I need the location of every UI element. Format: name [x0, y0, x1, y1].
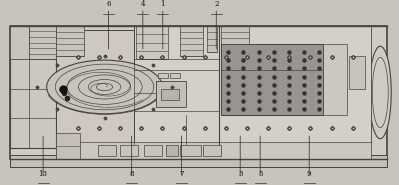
- Bar: [144, 145, 162, 156]
- Text: 7: 7: [179, 170, 184, 178]
- Circle shape: [47, 60, 162, 114]
- Bar: [158, 73, 168, 78]
- Bar: [180, 145, 201, 156]
- Bar: [349, 56, 365, 89]
- Bar: [56, 30, 134, 144]
- Text: 13: 13: [39, 170, 47, 178]
- Bar: [207, 26, 217, 52]
- Bar: [156, 81, 186, 107]
- Bar: [180, 26, 203, 56]
- Bar: [10, 26, 387, 159]
- Bar: [56, 26, 84, 56]
- Bar: [29, 26, 56, 59]
- Bar: [10, 26, 29, 59]
- Text: 3: 3: [238, 170, 242, 178]
- Text: 8: 8: [129, 170, 134, 178]
- Bar: [170, 73, 180, 78]
- Bar: [161, 89, 179, 100]
- Bar: [120, 145, 138, 156]
- Bar: [56, 133, 80, 159]
- Bar: [10, 155, 387, 167]
- Text: 5: 5: [258, 170, 263, 178]
- Bar: [56, 142, 371, 159]
- Bar: [221, 26, 249, 44]
- Bar: [10, 26, 56, 148]
- Bar: [221, 44, 323, 115]
- Bar: [323, 44, 347, 115]
- Ellipse shape: [369, 46, 391, 139]
- Text: 9: 9: [307, 170, 312, 178]
- Bar: [136, 26, 168, 59]
- Bar: [203, 145, 221, 156]
- Text: 1: 1: [160, 0, 165, 8]
- Bar: [134, 26, 371, 144]
- Text: 4: 4: [140, 0, 145, 8]
- Bar: [166, 145, 178, 156]
- Text: 2: 2: [214, 0, 219, 8]
- Bar: [98, 145, 116, 156]
- Text: 6: 6: [106, 0, 111, 8]
